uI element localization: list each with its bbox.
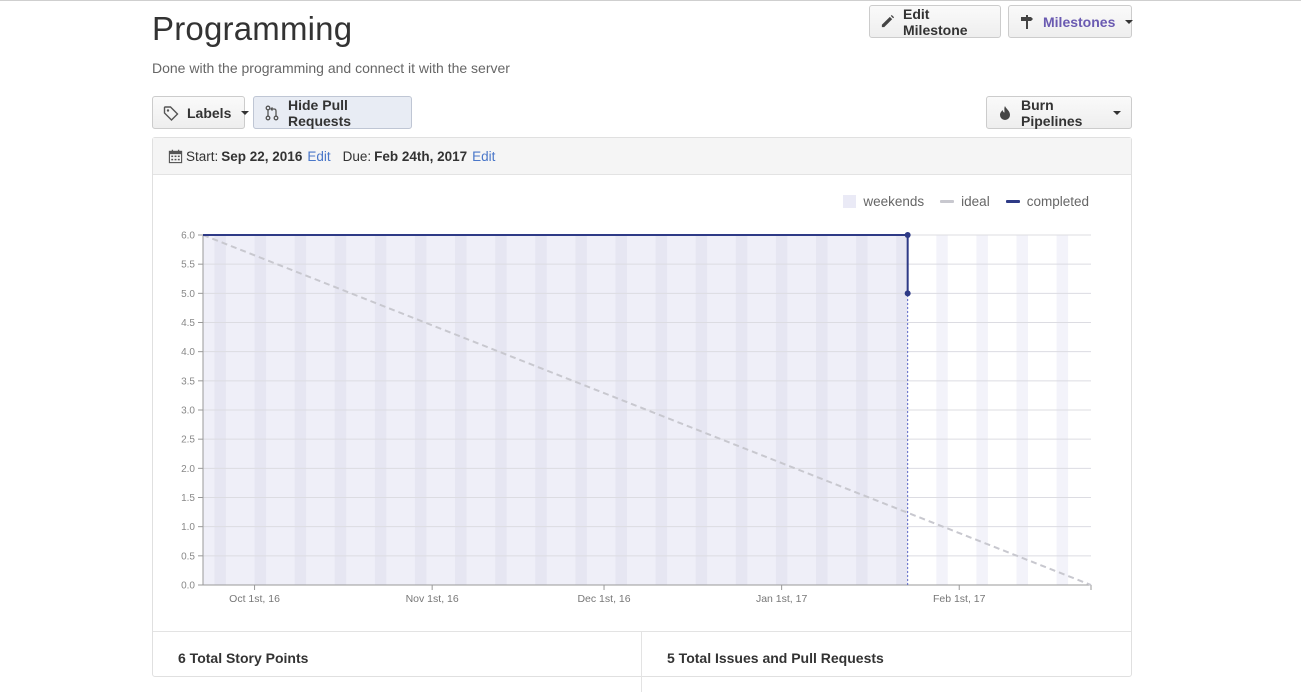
y-tick-label: 1.0 (181, 522, 195, 533)
edit-due-link[interactable]: Edit (472, 148, 496, 164)
y-tick-label: 5.0 (181, 289, 195, 300)
milestone-description: Done with the programming and connect it… (152, 60, 510, 76)
flame-icon (1000, 105, 1010, 120)
burndown-chart: 0.0 0.5 1.0 1.5 2.0 2.5 3.0 3.5 4.0 4.5 5.0 5.5 6.0 O… (181, 231, 1092, 605)
milestones-dropdown-button[interactable]: Milestones (1008, 5, 1134, 38)
y-tick-label: 6.0 (181, 231, 195, 242)
chevron-down-icon (241, 110, 250, 115)
completed-point (904, 290, 911, 297)
y-tick-label: 2.5 (181, 435, 195, 446)
burndown-panel: Start: Sep 22, 2016 Edit Due: Feb 24th, … (152, 137, 1132, 692)
ideal-line (202, 234, 1092, 586)
edit-milestone-button[interactable]: Edit Milestone (869, 5, 1001, 38)
legend-ideal-label: ideal (961, 194, 990, 209)
labels-dropdown-button[interactable]: Labels (152, 96, 250, 129)
chevron-down-icon (1125, 19, 1134, 24)
chevron-down-icon (1113, 110, 1121, 115)
calendar-icon (168, 149, 183, 163)
y-tick-label: 4.5 (181, 318, 195, 329)
stats-row: 6 Total Story Points 5 Total Issues and … (153, 631, 1131, 692)
legend-item-completed[interactable]: completed (1005, 194, 1089, 209)
weekends-swatch (843, 195, 857, 208)
due-label: Due: (342, 148, 372, 164)
legend-item-ideal[interactable]: ideal (940, 194, 990, 209)
edit-start-link[interactable]: Edit (307, 148, 331, 164)
y-tick-label: 2.0 (181, 464, 195, 475)
x-tick-label: Jan 1st, 17 (756, 593, 808, 605)
hide-pr-label: Hide Pull Requests (288, 96, 352, 129)
completed-swatch (1005, 200, 1020, 203)
hide-pull-requests-toggle[interactable]: Hide Pull Requests (253, 96, 412, 129)
start-label: Start: (186, 148, 219, 164)
pencil-icon (881, 14, 895, 28)
due-date: Feb 24th, 2017 (374, 148, 468, 164)
x-tick-label: Oct 1st, 16 (229, 593, 280, 605)
legend-item-weekends[interactable]: weekends (843, 194, 924, 209)
y-tick-label: 4.0 (181, 347, 195, 358)
chart-legend: weekends ideal completed (843, 194, 1089, 209)
burn-pipelines-label: Burn Pipelines (1021, 96, 1083, 129)
signpost-icon (1021, 14, 1033, 29)
y-tick-label: 1.5 (181, 493, 195, 504)
y-tick-label: 5.5 (181, 260, 195, 271)
completed-point (904, 232, 911, 238)
start-date: Sep 22, 2016 (221, 148, 303, 164)
y-tick-label: 3.5 (181, 376, 195, 387)
y-tick-label: 3.0 (181, 406, 195, 417)
y-tick-label: 0.0 (181, 581, 195, 592)
stats-divider (641, 632, 642, 692)
x-tick-label: Nov 1st, 16 (406, 593, 459, 605)
x-tick-label: Feb 1st, 17 (933, 593, 986, 605)
y-tick-label: 0.5 (181, 551, 195, 562)
burn-pipelines-dropdown-button[interactable]: Burn Pipelines (986, 96, 1132, 129)
x-tick-label: Dec 1st, 16 (577, 593, 630, 605)
date-range-bar: Start: Sep 22, 2016 Edit Due: Feb 24th, … (153, 138, 1131, 175)
tag-icon (163, 105, 179, 121)
legend-completed-label: completed (1026, 194, 1089, 209)
edit-milestone-label: Edit Milestone (903, 5, 968, 38)
milestones-label: Milestones (1043, 13, 1116, 30)
pull-request-icon (265, 105, 279, 120)
labels-label: Labels (187, 104, 232, 121)
page-title: Programming (152, 10, 353, 47)
legend-weekends-label: weekends (863, 194, 925, 209)
total-story-points: 6 Total Story Points (178, 650, 309, 666)
top-border (0, 0, 1301, 1)
total-issues-and-pull-requests: 5 Total Issues and Pull Requests (667, 650, 884, 666)
ideal-swatch (940, 200, 955, 203)
